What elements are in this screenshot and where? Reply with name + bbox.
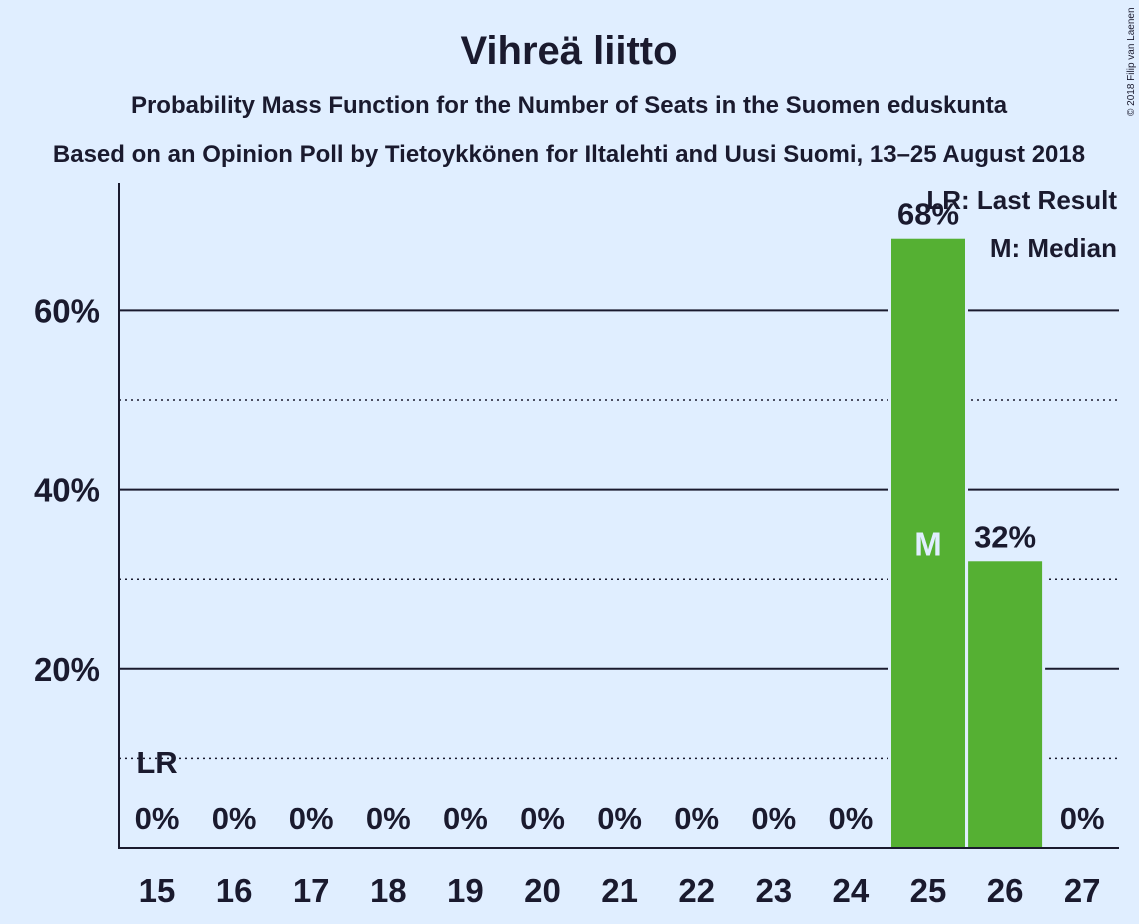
x-tick-label: 23 (755, 872, 792, 909)
chart-subtitle: Probability Mass Function for the Number… (131, 92, 1008, 119)
bar (968, 561, 1043, 848)
x-axis-labels: 15 16 17 18 19 20 21 22 23 24 25 26 27 (139, 872, 1101, 909)
bar-value-label: 0% (289, 801, 334, 836)
bars (888, 237, 1046, 849)
bar-value-label: 0% (597, 801, 642, 836)
bar-value-label: 0% (366, 801, 411, 836)
x-tick-label: 22 (678, 872, 715, 909)
x-tick-label: 26 (987, 872, 1024, 909)
last-result-marker: LR (136, 745, 177, 780)
y-tick-label: 60% (34, 292, 100, 329)
median-marker: M (914, 525, 942, 562)
bar-value-label: 0% (828, 801, 873, 836)
y-tick-label: 20% (34, 651, 100, 688)
x-tick-label: 20 (524, 872, 561, 909)
bar-value-label: 0% (135, 801, 180, 836)
legend-last-result: LR: Last Result (926, 185, 1117, 215)
bar-value-label: 68% (897, 197, 959, 232)
x-tick-label: 19 (447, 872, 484, 909)
gridlines (119, 309, 1119, 760)
bar (891, 238, 965, 849)
x-tick-label: 15 (139, 872, 176, 909)
copyright-notice: © 2018 Filip van Laenen (1126, 7, 1137, 116)
bar-value-label: 0% (674, 801, 719, 836)
chart-title: Vihreä liitto (460, 29, 677, 73)
y-axis-labels: 20% 40% 60% (34, 292, 100, 687)
x-tick-label: 17 (293, 872, 330, 909)
bar-value-label: 32% (974, 519, 1036, 554)
bar-value-labels: 0% 0% 0% 0% 0% 0% 0% 0% 0% 0% 68% 32% 0% (135, 197, 1105, 836)
bar-value-label: 0% (520, 801, 565, 836)
x-tick-label: 27 (1064, 872, 1101, 909)
x-tick-label: 16 (216, 872, 253, 909)
x-tick-label: 25 (910, 872, 947, 909)
bar-value-label: 0% (1060, 801, 1105, 836)
bar-value-label: 0% (443, 801, 488, 836)
x-tick-label: 24 (833, 872, 870, 909)
legend-median: M: Median (990, 233, 1117, 263)
x-tick-label: 18 (370, 872, 407, 909)
y-tick-label: 40% (34, 472, 100, 509)
chart-subtitle-source: Based on an Opinion Poll by Tietoykkönen… (53, 141, 1085, 168)
bar-value-label: 0% (212, 801, 257, 836)
bar-value-label: 0% (751, 801, 796, 836)
x-tick-label: 21 (601, 872, 638, 909)
markers: LR M (136, 525, 941, 780)
